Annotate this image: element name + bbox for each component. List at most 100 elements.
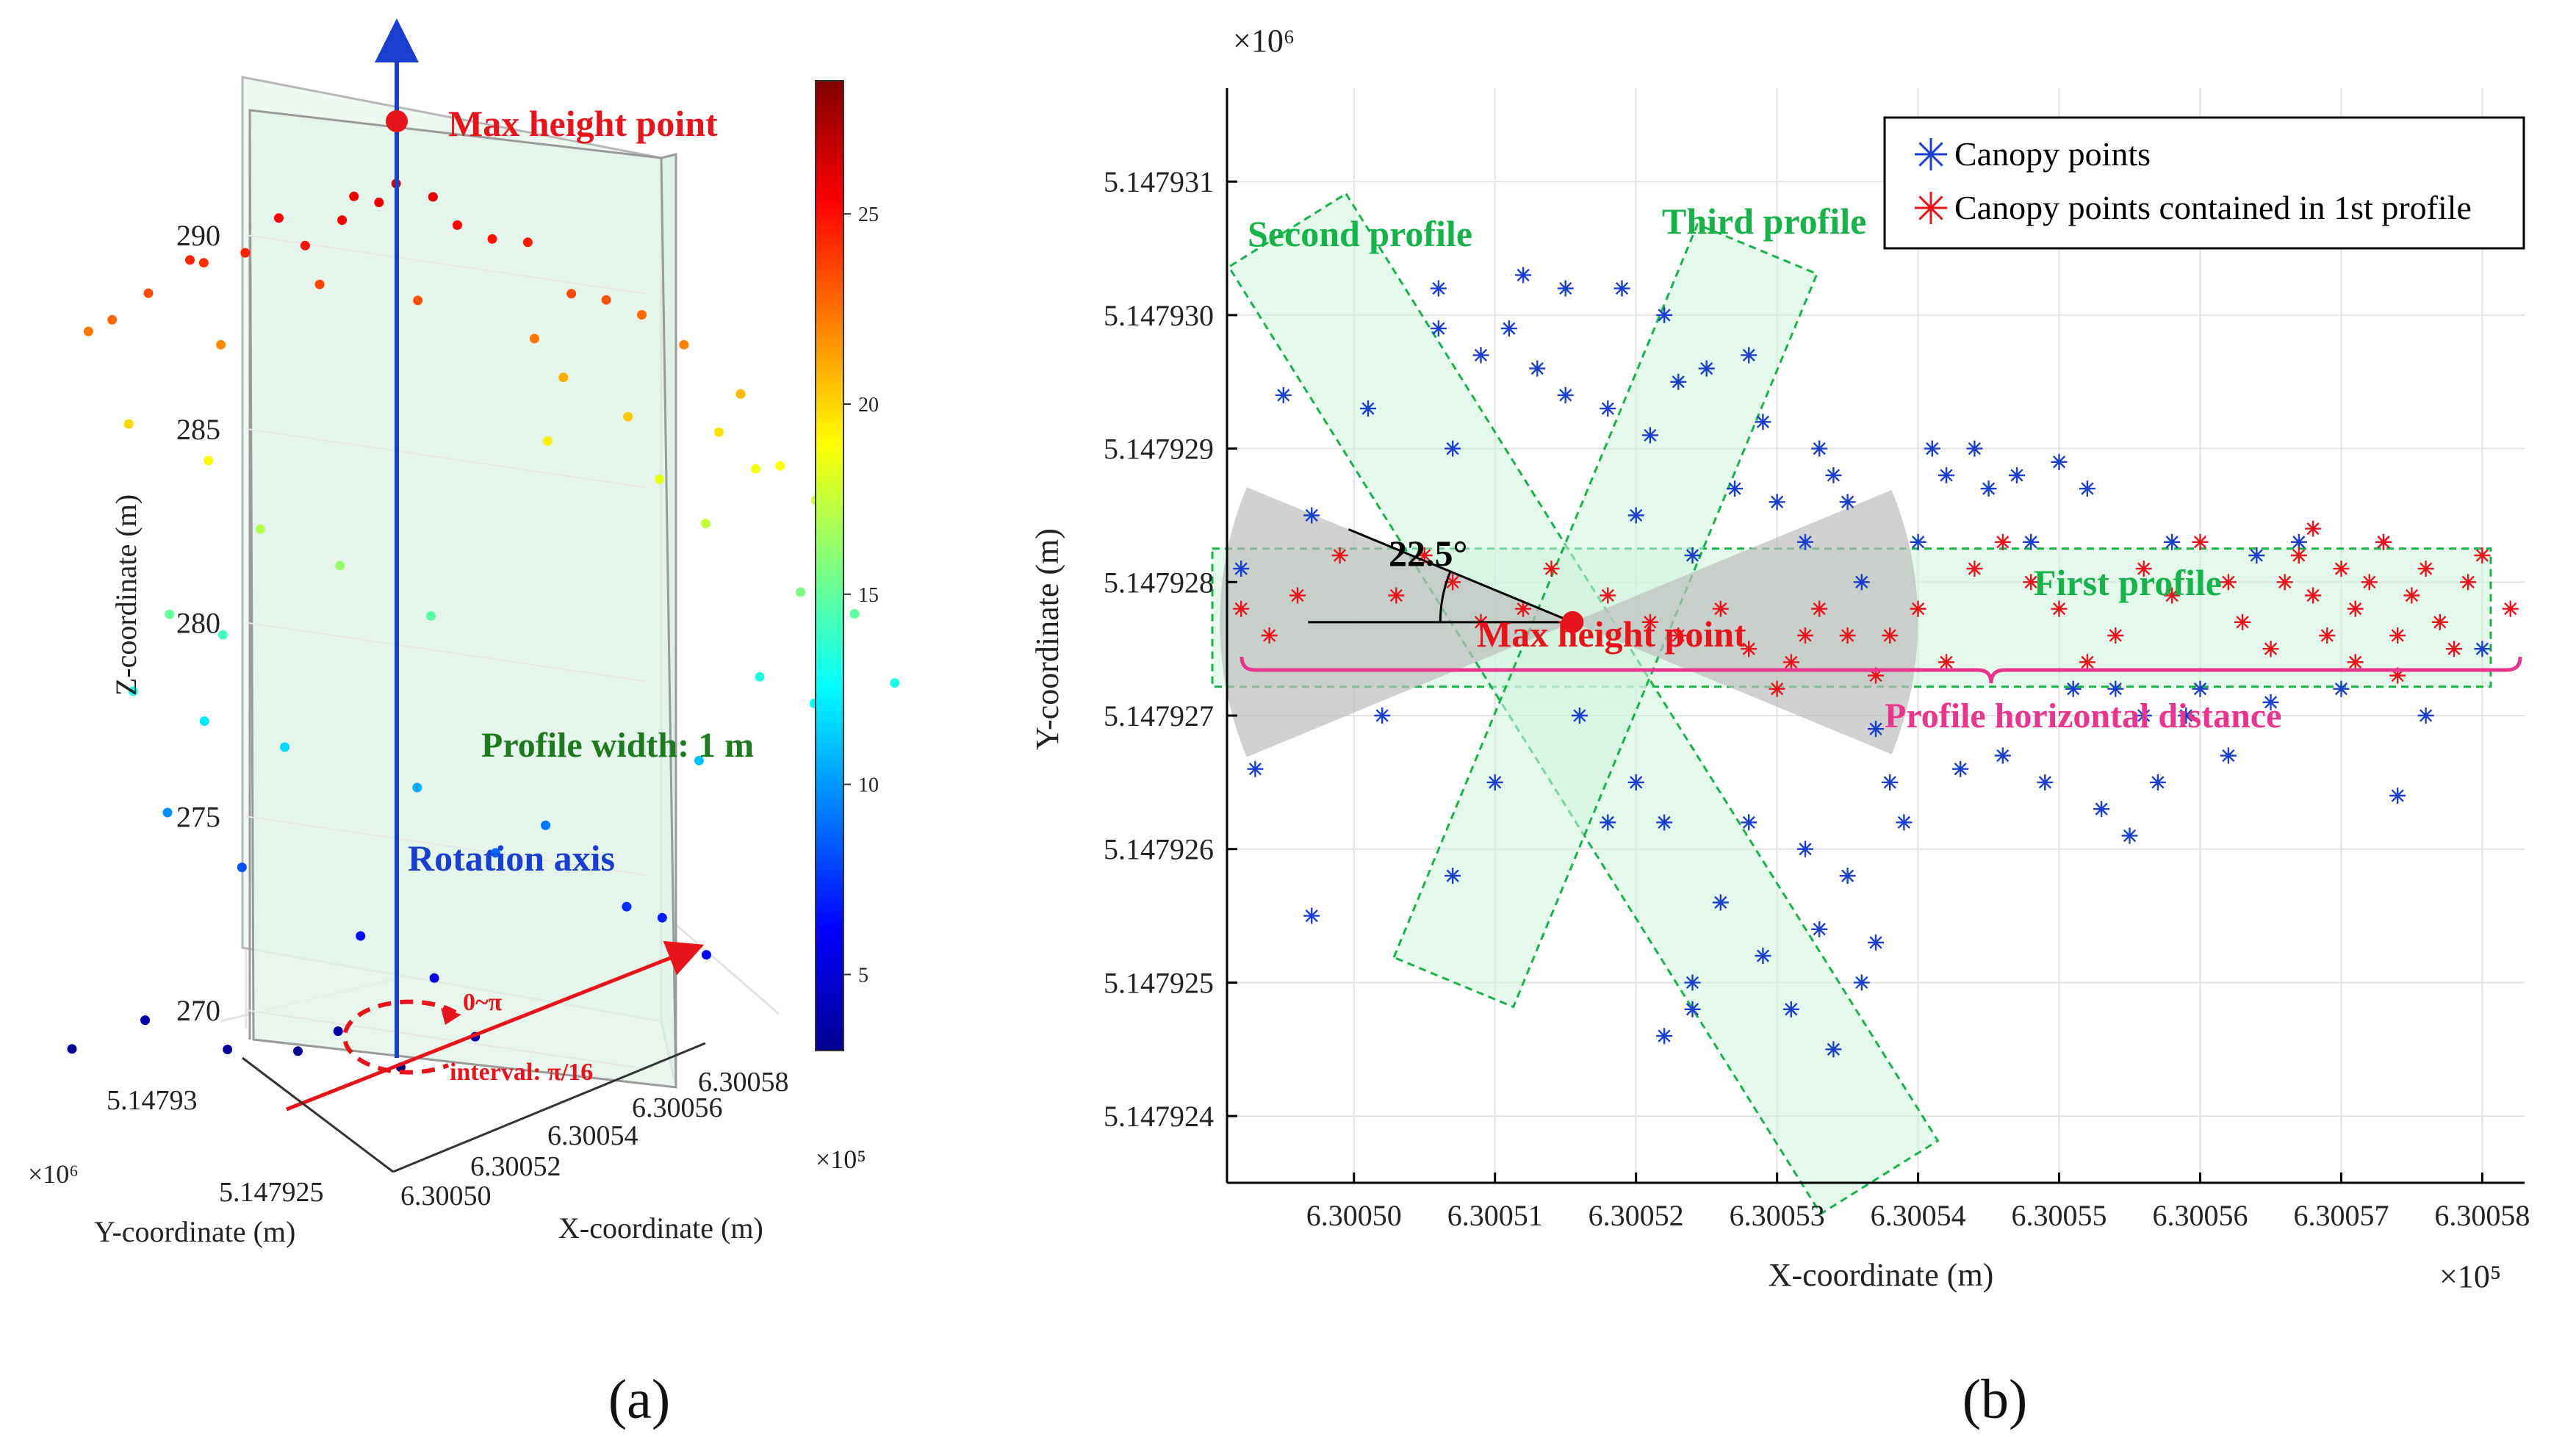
cloud-point [412,782,422,793]
colorbar [815,80,844,1051]
legend-marker [1915,138,1947,170]
data-point [1627,507,1644,524]
legend-marker [1915,192,1947,224]
y-exponent-b: ×10⁶ [1233,23,1295,59]
data-point [2037,774,2054,790]
cloud-point [223,1045,233,1054]
x-tick-a-2: 6.30054 [547,1120,638,1151]
data-point [1952,760,1969,777]
legend-entry-contained: Canopy points contained in 1st profile [1954,189,2472,226]
data-point [1755,948,1771,965]
x-direction-arrow [286,940,705,1112]
cloud-point [679,339,689,350]
panel-b-axes: 6.30050 6.30051 6.30052 6.30053 6.30054 6.300… [1104,88,2530,1232]
cloud-point [796,587,806,597]
legend-markers [1915,138,1947,224]
data-point [1839,868,1856,885]
data-point [1741,641,1757,658]
angle-label: 22.5° [1389,533,1468,574]
data-point [2305,587,2322,604]
x-label-a: X-coordinate (m) [558,1211,763,1245]
data-point [1853,574,1870,591]
colorbar-tick-2: 15 [858,584,879,607]
data-point [1727,480,1743,497]
x-tick-a-1: 6.30052 [470,1151,561,1182]
rotation-axis-label: Rotation axis [408,838,615,879]
data-point [1825,467,1842,483]
profile-width-label: Profile width: 1 m [481,726,754,765]
data-point [1331,547,1348,563]
angle-arc [1439,571,1452,622]
x-tick-b-6: 6.30056 [2153,1199,2248,1232]
colorbar-ticks: 5 10 15 20 25 [843,204,879,987]
data-point [1444,440,1461,457]
cloud-point [204,455,214,466]
data-point [2431,613,2448,630]
data-point [2347,600,2364,617]
interval-label: interval: π/16 [450,1059,593,1086]
data-point [2178,707,2195,724]
data-point [1303,907,1320,924]
z-tick-4: 290 [176,219,220,252]
panel-a: 270 275 280 285 290 Max height point Profile… [28,18,900,1430]
x-axis-line-a [392,1042,706,1173]
data-point [1360,400,1376,417]
cloud-point [657,912,667,923]
cloud-point [374,198,384,207]
data-point [1966,440,1983,457]
x-tick-b-2: 6.30052 [1589,1199,1684,1232]
data-point [1684,974,1701,991]
data-point [1910,533,1926,550]
data-point [1684,547,1701,563]
data-point [2149,774,2166,790]
data-point [1966,561,1983,577]
data-point [2135,561,2152,577]
data-point [2276,574,2293,591]
max-height-point-b [1561,611,1584,633]
data-point [1782,1001,1799,1018]
data-point [2290,547,2307,563]
angle-line-inclined [1348,528,1573,624]
x-tick-a-4: 6.30058 [698,1067,789,1098]
caption-b: (b) [1962,1369,2028,1430]
data-point [1557,280,1574,297]
x-tick-b-8: 6.30058 [2434,1199,2530,1232]
data-point [2262,641,2279,658]
cloud-point [542,436,553,446]
cloud-point [240,248,251,258]
data-point [1839,627,1856,644]
data-point [1698,360,1715,377]
y-label-b: Y-coordinate (m) [1029,528,1065,750]
cloud-point [637,310,647,320]
data-point [2192,680,2209,697]
data-point [1656,814,1673,831]
cloud-point [333,1026,343,1037]
data-point [1247,760,1264,777]
data-point [2065,680,2082,697]
data-point [1797,533,1813,550]
data-point [2389,788,2406,804]
data-point [2051,453,2068,470]
cloud-point [849,608,860,619]
cloud-point [751,464,761,474]
cloud-point [428,192,438,202]
data-point [1741,347,1757,364]
data-point [1613,280,1630,297]
data-point [1853,974,1870,991]
panel-b: 22.5° 6.30050 6.30051 6.30052 6.30053 6.3005… [1029,23,2530,1430]
cloud-point [701,519,710,529]
cloud-point [413,295,423,306]
y-exponent-a: ×10⁶ [28,1159,79,1189]
data-point [1600,400,1616,417]
data-point [2248,547,2265,563]
y-tick-b-7: 5.147931 [1104,165,1214,198]
cloud-point [185,255,195,265]
cloud-point [165,609,175,619]
legend: Canopy points Canopy points contained in… [1883,116,2525,250]
colorbar-tick-3: 20 [858,394,879,417]
cloud-point [123,419,134,429]
data-point [1430,320,1447,337]
data-point [2192,533,2209,550]
z-axis-ticks: 270 275 280 285 290 [176,219,647,1070]
data-point [2079,480,2095,497]
